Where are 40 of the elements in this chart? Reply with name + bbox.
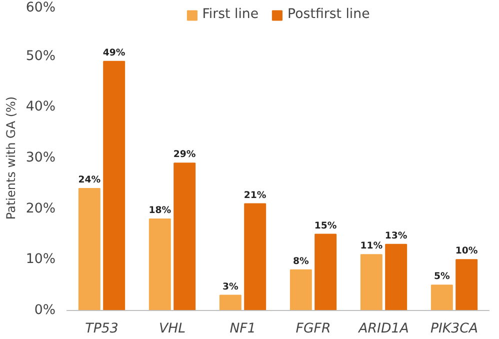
- y-tick-label: 0%: [34, 303, 56, 318]
- y-tick-label: 10%: [26, 252, 56, 268]
- x-tick-label: TP53: [85, 322, 118, 336]
- bar: [244, 203, 266, 310]
- data-label: 29%: [173, 149, 196, 160]
- bar: [290, 269, 312, 310]
- y-axis-title: Patients with GA (%): [4, 96, 18, 220]
- data-label: 5%: [434, 271, 450, 282]
- data-label: 24%: [78, 174, 102, 186]
- legend-label: Postfirst line: [288, 7, 370, 22]
- data-label: 11%: [360, 240, 384, 252]
- y-tick-label: 30%: [26, 150, 56, 166]
- x-tick-label: ARID1A: [358, 322, 409, 336]
- x-tick-label: PIK3CA: [430, 322, 478, 336]
- y-tick-label: 40%: [26, 100, 56, 115]
- bar: [360, 254, 382, 310]
- bar: [314, 234, 337, 310]
- data-label: 15%: [314, 220, 338, 232]
- bar: [174, 162, 196, 310]
- legend-label: First line: [202, 7, 259, 22]
- y-tick-label: 20%: [26, 201, 56, 216]
- bar: [78, 188, 100, 310]
- data-label: 49%: [102, 47, 126, 58]
- data-label: 3%: [222, 281, 239, 292]
- data-label: 10%: [455, 246, 478, 257]
- bar: [385, 244, 408, 310]
- data-label: 21%: [244, 190, 267, 201]
- data-label: 8%: [292, 256, 310, 267]
- bar: [148, 218, 171, 310]
- y-tick-label: 60%: [26, 0, 56, 16]
- x-tick-label: NF1: [230, 322, 256, 336]
- x-tick-label: FGFR: [296, 322, 331, 336]
- bar: [103, 60, 126, 310]
- bar: [219, 294, 242, 310]
- data-label: 13%: [384, 230, 408, 242]
- bar: [456, 259, 478, 310]
- bar: [430, 284, 453, 310]
- x-tick-label: VHL: [158, 322, 186, 336]
- y-tick-label: 50%: [26, 48, 56, 64]
- data-label: 18%: [148, 205, 172, 216]
